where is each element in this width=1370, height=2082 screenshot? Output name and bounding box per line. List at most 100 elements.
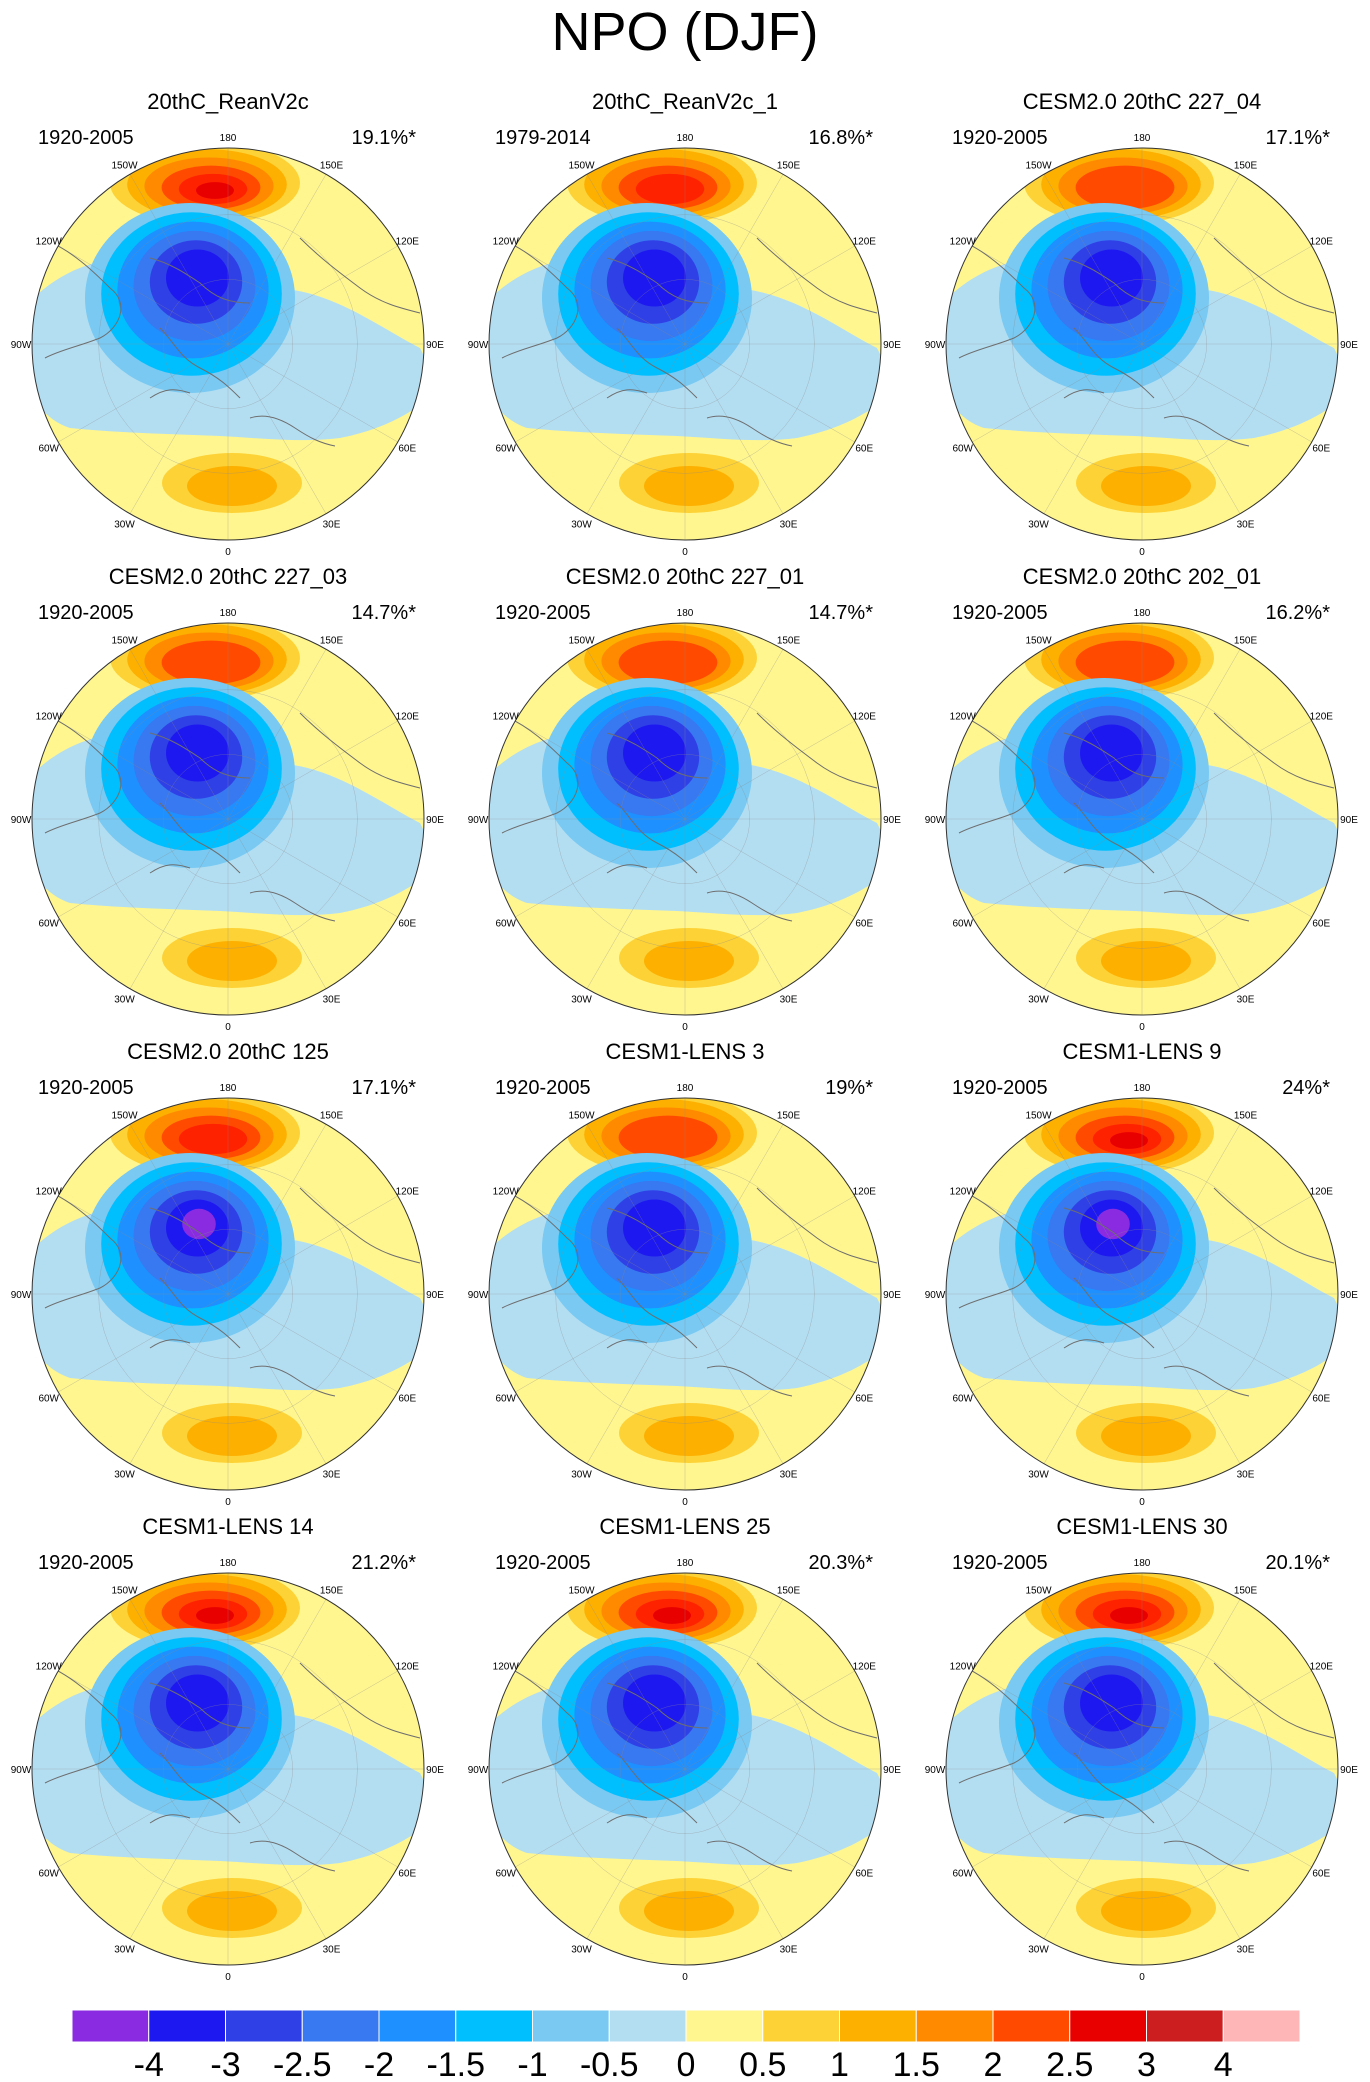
longitude-label: 30E <box>323 519 341 530</box>
graticule-meridian <box>129 1599 229 1770</box>
longitude-label: 90W <box>925 340 946 351</box>
map-panel: CESM1-LENS 25 1920-2005 20.3%* 180 150E 12… <box>457 1513 913 1988</box>
coastline <box>39 1662 122 1784</box>
graticule-meridian <box>227 343 327 514</box>
graticule-meridian <box>1141 1293 1241 1464</box>
coastline <box>1063 257 1165 304</box>
graticule-parallel <box>555 214 815 474</box>
longitude-label: 180 <box>1134 133 1151 144</box>
anomaly-positive-lobe <box>1075 165 1175 210</box>
graticule-meridian <box>1043 818 1143 989</box>
graticule-parallel <box>98 1164 358 1424</box>
graticule-meridian <box>227 1293 327 1464</box>
longitude-label: 150W <box>1025 1111 1052 1122</box>
graticule-meridian <box>684 343 784 514</box>
graticule-meridian <box>58 1293 229 1393</box>
graticule-meridian <box>972 1293 1143 1393</box>
map-panel: CESM2.0 20thC 202_01 1920-2005 16.2%* 18… <box>914 563 1370 1038</box>
longitude-label: 60W <box>495 1394 516 1405</box>
longitude-label: 90W <box>468 1765 489 1776</box>
longitude-label: 60W <box>495 444 516 455</box>
longitude-label: 150W <box>111 636 138 647</box>
graticule-parallel <box>620 1229 750 1359</box>
colorbar-swatch <box>378 2009 457 2043</box>
graticule-meridian <box>684 245 855 345</box>
panel-period: 1920-2005 <box>952 1552 1048 1574</box>
coastline <box>1073 1752 1155 1824</box>
anomaly-negative-center <box>623 724 686 782</box>
longitude-label: 150E <box>1234 1111 1258 1122</box>
anomaly-positive-lobe <box>1101 941 1191 981</box>
panel-variance: 19.1%* <box>351 127 417 149</box>
longitude-label: 120E <box>396 237 420 248</box>
colorbar-tick-label: 3 <box>1137 2046 1156 2082</box>
longitude-label: 120E <box>853 1662 877 1673</box>
anomaly-positive-lobe <box>161 640 261 685</box>
longitude-label: 150W <box>1025 161 1052 172</box>
coastline <box>616 802 698 874</box>
longitude-label: 120E <box>1310 1662 1334 1673</box>
longitude-label: 30E <box>323 1944 341 1955</box>
graticule-meridian <box>586 1293 686 1464</box>
graticule-meridian <box>227 174 327 345</box>
anomaly-negative-center <box>623 1674 686 1732</box>
colorbar-swatch <box>685 2009 764 2043</box>
colorbar-swatch <box>1069 2009 1147 2043</box>
polar-map: 180 150E 120E 90E 60E 30E 0 30W 60W 90W 120W 150W <box>11 608 445 1033</box>
graticule-meridian <box>515 245 686 345</box>
graticule-parallel <box>1077 754 1207 884</box>
graticule-meridian <box>58 343 229 443</box>
graticule-meridian <box>227 343 398 443</box>
coastline <box>953 237 1036 359</box>
colorbar-swatch <box>71 2009 150 2043</box>
graticule-parallel <box>620 1704 750 1834</box>
coastline <box>149 732 251 779</box>
graticule-meridian <box>227 720 398 820</box>
polar-map: 180 150E 120E 90E 60E 30E 0 30W 60W 90W 120W 150W <box>925 608 1359 1033</box>
longitude-label: 30W <box>1028 519 1049 530</box>
longitude-label: 120W <box>950 1187 977 1198</box>
longitude-label: 30E <box>1237 994 1255 1005</box>
graticule-parallel <box>163 754 293 884</box>
longitude-label: 0 <box>682 1022 688 1033</box>
graticule-meridian <box>227 818 398 918</box>
graticule-meridian <box>129 343 229 514</box>
graticule-parallel <box>1012 1639 1272 1899</box>
graticule-meridian <box>515 1768 686 1868</box>
longitude-label: 120W <box>493 237 520 248</box>
longitude-label: 0 <box>682 1497 688 1508</box>
panel-variance: 14.7%* <box>808 602 874 624</box>
longitude-label: 120E <box>1310 1187 1334 1198</box>
colorbar-swatch <box>839 2009 917 2043</box>
longitude-label: 120W <box>36 237 63 248</box>
map-panel: CESM2.0 20thC 125 1920-2005 17.1%* 180 15… <box>0 1038 456 1513</box>
graticule-meridian <box>586 343 686 514</box>
longitude-label: 120E <box>1310 712 1334 723</box>
map-panel: CESM1-LENS 30 1920-2005 20.1%* 180 150E 12… <box>914 1513 1370 1988</box>
longitude-label: 90E <box>883 815 901 826</box>
graticule-meridian <box>684 649 784 820</box>
longitude-label: 120E <box>1310 237 1334 248</box>
coastline <box>1063 864 1105 874</box>
graticule-meridian <box>515 818 686 918</box>
map-border <box>31 1097 425 1491</box>
colorbar-tick-label: -1 <box>517 2046 547 2082</box>
panel-title: CESM2.0 20thC 202_01 <box>1022 564 1262 589</box>
graticule-meridian <box>129 1293 229 1464</box>
panel-variance: 19%* <box>825 1077 873 1099</box>
panel-title: CESM2.0 20thC 125 <box>127 1039 329 1064</box>
longitude-label: 60E <box>855 1394 873 1405</box>
longitude-label: 0 <box>1139 547 1145 558</box>
graticule-meridian <box>684 1768 784 1939</box>
graticule-meridian <box>1141 818 1241 989</box>
map-border <box>488 622 882 1016</box>
map-panel: CESM2.0 20thC 227_01 1920-2005 14.7%* 18… <box>457 563 913 1038</box>
graticule-meridian <box>129 1768 229 1939</box>
coastline <box>249 1365 336 1397</box>
coastline <box>606 1682 708 1729</box>
longitude-label: 120W <box>36 1187 63 1198</box>
longitude-label: 60E <box>1312 919 1330 930</box>
anomaly-positive-lobe <box>644 1891 734 1931</box>
longitude-label: 90E <box>426 815 444 826</box>
colorbar-swatch <box>915 2009 994 2043</box>
